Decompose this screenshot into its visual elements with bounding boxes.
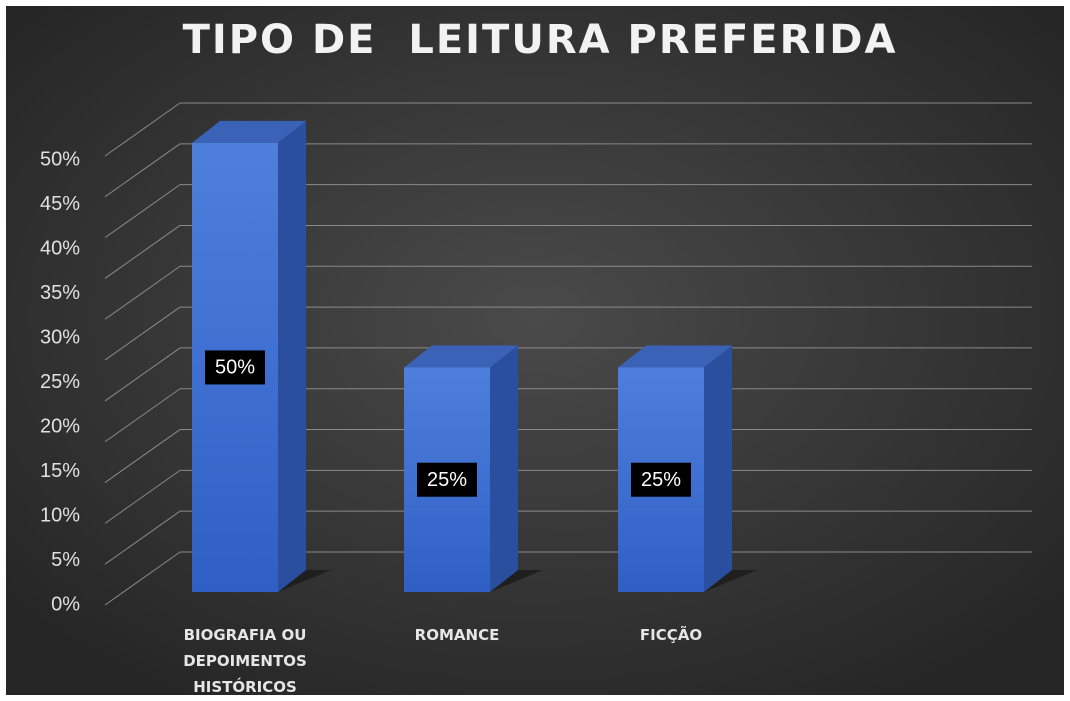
y-tick-label: 40%	[40, 238, 80, 260]
y-tick-label: 5%	[51, 549, 80, 571]
grid-line-side	[104, 225, 181, 279]
chart-title: TIPO DE LEITURA PREFERIDA	[183, 17, 898, 63]
y-tick-label: 25%	[40, 371, 80, 393]
value-label: 50%	[215, 357, 255, 379]
y-tick-label: 30%	[40, 327, 80, 349]
x-tick-label: BIOGRAFIA OU DEPOIMENTOS HISTÓRICOS	[183, 626, 307, 696]
grid-line-side	[104, 510, 181, 565]
grid-line-side	[104, 388, 181, 443]
plot-background	[6, 6, 1064, 695]
y-tick-label: 15%	[40, 460, 80, 482]
y-tick-label: 20%	[40, 415, 80, 437]
grid-line-side	[104, 347, 181, 402]
plot-top-edge-side	[104, 102, 181, 157]
y-tick-label: 10%	[40, 504, 80, 526]
value-label: 25%	[641, 469, 681, 491]
x-tick-label: ROMANCE	[414, 626, 500, 644]
y-tick-label: 45%	[40, 193, 80, 215]
value-label: 25%	[427, 469, 467, 491]
y-tick-label: 0%	[51, 593, 80, 615]
grid-line-side	[104, 184, 181, 239]
grid-line-side	[104, 306, 181, 361]
grid-line-side	[104, 429, 181, 483]
bar-top	[404, 345, 518, 368]
bar-side	[704, 345, 732, 592]
grid-line-side	[104, 143, 181, 198]
grid-line-side	[104, 265, 181, 320]
x-tick-label: FICÇÃO	[639, 626, 703, 644]
bar-top	[192, 120, 306, 143]
value-label-box	[205, 350, 265, 385]
y-tick-label: 50%	[40, 149, 80, 171]
grid-line-side	[104, 469, 181, 524]
grid-line-side	[104, 551, 181, 606]
value-label-box	[631, 462, 691, 497]
y-tick-label: 35%	[40, 282, 80, 304]
value-label-box	[417, 462, 477, 497]
bar-top	[618, 345, 732, 368]
bar-side	[490, 345, 518, 592]
bar-side	[278, 120, 306, 592]
